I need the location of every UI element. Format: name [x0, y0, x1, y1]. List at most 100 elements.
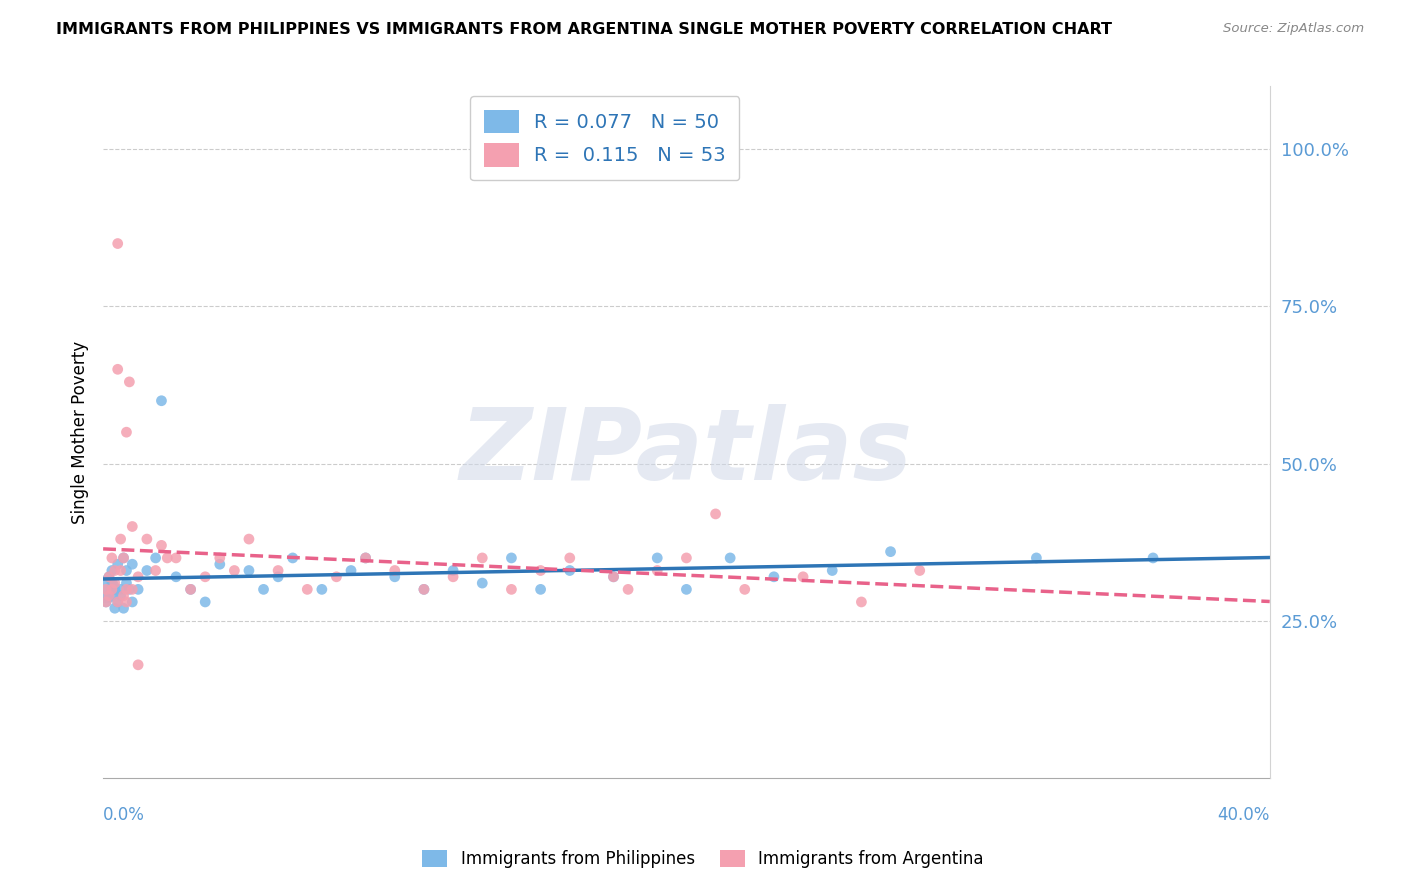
Point — [645, 564, 668, 578]
Point — [107, 595, 129, 609]
Point — [165, 570, 187, 584]
Text: 0.0%: 0.0% — [103, 805, 145, 823]
Point — [101, 576, 124, 591]
Point — [441, 570, 464, 584]
Point — [354, 550, 377, 565]
Point — [115, 595, 138, 609]
Point — [645, 550, 668, 565]
Point — [110, 532, 132, 546]
Point — [558, 550, 581, 565]
Point — [97, 570, 120, 584]
Point — [325, 570, 347, 584]
Point — [94, 582, 117, 597]
Point — [94, 595, 117, 609]
Point — [675, 582, 697, 597]
Point — [104, 576, 127, 591]
Point — [413, 582, 436, 597]
Point — [135, 532, 157, 546]
Point — [1142, 550, 1164, 565]
Point — [529, 582, 551, 597]
Point — [94, 582, 117, 597]
Point — [180, 582, 202, 597]
Point — [112, 550, 135, 565]
Point — [252, 582, 274, 597]
Point — [121, 582, 143, 597]
Y-axis label: Single Mother Poverty: Single Mother Poverty — [72, 341, 89, 524]
Text: Source: ZipAtlas.com: Source: ZipAtlas.com — [1223, 22, 1364, 36]
Point — [127, 657, 149, 672]
Point — [675, 550, 697, 565]
Point — [471, 576, 494, 591]
Point — [208, 550, 231, 565]
Point — [340, 564, 363, 578]
Point — [104, 582, 127, 597]
Point — [97, 570, 120, 584]
Point — [1025, 550, 1047, 565]
Point — [97, 589, 120, 603]
Point — [110, 589, 132, 603]
Point — [156, 550, 179, 565]
Point — [194, 570, 217, 584]
Point — [441, 564, 464, 578]
Point — [145, 564, 167, 578]
Point — [238, 532, 260, 546]
Point — [851, 595, 873, 609]
Point — [121, 595, 143, 609]
Point — [413, 582, 436, 597]
Text: ZIPatlas: ZIPatlas — [460, 404, 912, 501]
Point — [792, 570, 814, 584]
Text: 40.0%: 40.0% — [1218, 805, 1270, 823]
Point — [267, 564, 290, 578]
Point — [762, 570, 785, 584]
Point — [115, 564, 138, 578]
Point — [145, 550, 167, 565]
Point — [107, 595, 129, 609]
Point — [297, 582, 319, 597]
Point — [734, 582, 756, 597]
Point — [121, 558, 143, 572]
Point — [602, 570, 624, 584]
Point — [501, 582, 523, 597]
Point — [908, 564, 931, 578]
Point — [104, 601, 127, 615]
Point — [150, 393, 173, 408]
Point — [112, 589, 135, 603]
Point — [110, 582, 132, 597]
Point — [311, 582, 333, 597]
Point — [107, 236, 129, 251]
Point — [384, 570, 406, 584]
Legend: Immigrants from Philippines, Immigrants from Argentina: Immigrants from Philippines, Immigrants … — [416, 843, 990, 875]
Point — [115, 425, 138, 440]
Point — [718, 550, 741, 565]
Point — [94, 595, 117, 609]
Point — [180, 582, 202, 597]
Point — [110, 564, 132, 578]
Point — [112, 550, 135, 565]
Point — [281, 550, 304, 565]
Point — [558, 564, 581, 578]
Point — [165, 550, 187, 565]
Point — [97, 589, 120, 603]
Point — [101, 564, 124, 578]
Point — [194, 595, 217, 609]
Point — [208, 558, 231, 572]
Point — [354, 550, 377, 565]
Point — [127, 570, 149, 584]
Point — [101, 582, 124, 597]
Point — [384, 564, 406, 578]
Point — [118, 582, 141, 597]
Point — [107, 362, 129, 376]
Point — [879, 544, 901, 558]
Point — [529, 564, 551, 578]
Point — [112, 601, 135, 615]
Text: IMMIGRANTS FROM PHILIPPINES VS IMMIGRANTS FROM ARGENTINA SINGLE MOTHER POVERTY C: IMMIGRANTS FROM PHILIPPINES VS IMMIGRANT… — [56, 22, 1112, 37]
Point — [471, 550, 494, 565]
Point — [104, 564, 127, 578]
Point — [135, 564, 157, 578]
Point — [501, 550, 523, 565]
Point — [602, 570, 624, 584]
Point — [121, 519, 143, 533]
Point — [115, 576, 138, 591]
Point — [821, 564, 844, 578]
Point — [224, 564, 246, 578]
